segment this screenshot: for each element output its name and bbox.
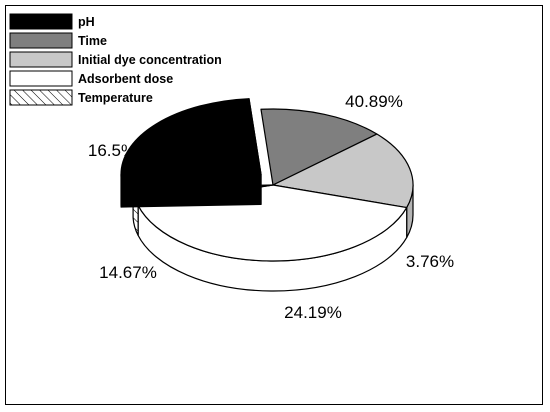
slice-label-4: 3.76%	[406, 252, 454, 271]
slice-label-2: 16.5%	[88, 141, 136, 160]
legend-swatch	[9, 70, 73, 87]
slice-label-3: 40.89%	[345, 92, 403, 111]
legend-swatch	[9, 32, 73, 49]
legend-label: Temperature	[78, 91, 153, 105]
legend-swatch	[9, 13, 73, 30]
legend-label: pH	[78, 15, 95, 29]
legend-item-2: Initial dye concentration	[9, 51, 222, 68]
slice-label-0: 24.19%	[284, 303, 342, 322]
legend-item-1: Time	[9, 32, 107, 49]
legend-label: Initial dye concentration	[78, 53, 222, 67]
slice-label-1: 14.67%	[99, 263, 157, 282]
pie-slice-1	[260, 108, 378, 186]
pie-slice-0	[120, 98, 262, 208]
legend-item-3: Adsorbent dose	[9, 70, 173, 87]
legend: pH Time Initial dye concentration Adsorbent…	[9, 13, 222, 106]
legend-swatch	[9, 51, 73, 68]
legend-label: Time	[78, 34, 107, 48]
legend-label: Adsorbent dose	[78, 72, 173, 86]
legend-swatch	[9, 89, 73, 106]
legend-item-4: Temperature	[9, 89, 153, 106]
legend-item-0: pH	[9, 13, 95, 30]
